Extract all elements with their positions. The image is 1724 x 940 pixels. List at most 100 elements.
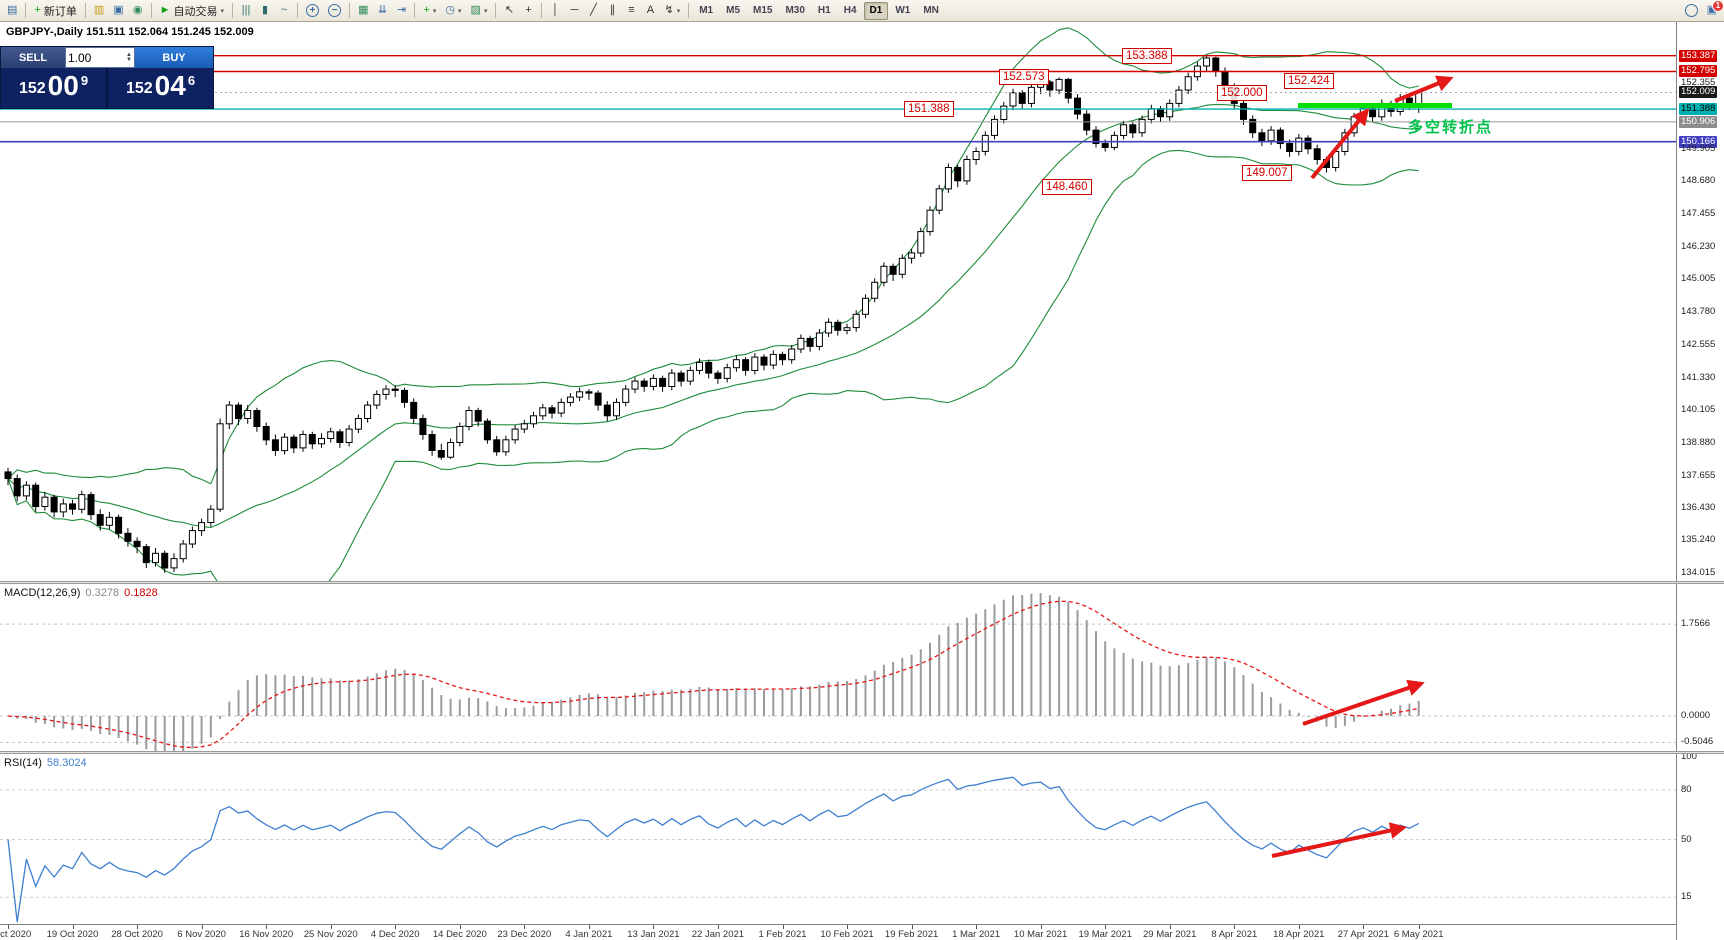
price-axis-tick: 141.330 xyxy=(1681,371,1716,383)
autotrade-button-dropdown-icon[interactable]: ▾ xyxy=(220,7,225,15)
sell-price-point: 9 xyxy=(80,73,89,88)
horizontal-line-icon[interactable]: ─ xyxy=(565,2,583,20)
price-level-label[interactable]: 152.573 xyxy=(999,69,1049,86)
candle xyxy=(917,231,925,254)
trend-arrow[interactable] xyxy=(1310,108,1370,180)
sell-button[interactable]: SELL xyxy=(1,47,65,68)
candle xyxy=(142,546,150,564)
timeframe-m5[interactable]: M5 xyxy=(726,5,741,16)
chart-shift-icon[interactable]: ⇥ xyxy=(392,2,410,20)
price-level-label[interactable]: 148.460 xyxy=(1042,179,1092,196)
candle xyxy=(32,484,40,508)
candle xyxy=(576,391,584,398)
arrow-tool-icon[interactable]: ↯ ▾ xyxy=(660,2,684,20)
trendline-icon[interactable]: ╱ xyxy=(584,2,602,20)
timeframe-m15[interactable]: M15 xyxy=(753,5,773,16)
timeframe-h1[interactable]: H1 xyxy=(817,5,831,16)
templates-icon-dropdown-icon[interactable]: ▾ xyxy=(483,7,488,15)
trend-arrow[interactable] xyxy=(1271,822,1407,858)
candle xyxy=(207,508,215,524)
zoom-in-icon[interactable]: + xyxy=(302,2,323,20)
indicators-icon-dropdown-icon[interactable]: ▾ xyxy=(432,7,437,15)
crosshair-icon[interactable]: + xyxy=(519,2,537,20)
timeframe-w1[interactable]: W1 xyxy=(895,5,911,16)
candle xyxy=(1074,97,1081,115)
candles-chart-icon[interactable]: ▮ xyxy=(256,2,274,20)
timeframe-h4[interactable]: H4 xyxy=(843,5,857,16)
sell-price[interactable]: 152 00 9 xyxy=(1,68,106,108)
autotrade-button[interactable]: ► 自动交易 ▾ xyxy=(156,2,228,20)
arrow-tool-icon-dropdown-icon[interactable]: ▾ xyxy=(676,7,681,15)
refresh-icon[interactable]: ◉ xyxy=(129,2,147,20)
date-axis-label: 8 Apr 2021 xyxy=(1211,929,1258,940)
charts-icon[interactable]: ▣ xyxy=(109,2,127,20)
date-tick-mark xyxy=(330,925,332,929)
zoom-out-icon[interactable]: − xyxy=(324,2,345,20)
date-tick-mark xyxy=(653,925,655,929)
candle xyxy=(603,404,611,417)
channel-icon[interactable]: ∥ xyxy=(603,2,621,20)
templates-icon[interactable]: ▨ ▾ xyxy=(467,2,492,20)
timeframe-m1[interactable]: M1 xyxy=(699,5,714,16)
price-axis[interactable]: 153.387 152.795 152.355 152.009 151.388 150.9… xyxy=(1676,22,1724,940)
window-splitter-rsi[interactable] xyxy=(0,751,1724,754)
window-splitter-macd[interactable] xyxy=(0,581,1724,584)
periods-icon-dropdown-icon[interactable]: ▾ xyxy=(458,7,462,15)
price-axis-tag: 152.795 xyxy=(1679,65,1718,78)
candle xyxy=(59,503,67,513)
toolbar-separator xyxy=(150,3,152,18)
price-level-label[interactable]: 153.388 xyxy=(1122,47,1172,64)
price-level-label[interactable]: 152.000 xyxy=(1217,84,1267,101)
text-icon[interactable]: A xyxy=(641,2,659,20)
trend-arrow[interactable] xyxy=(1302,679,1425,726)
candle xyxy=(401,389,408,403)
line-chart-icon[interactable]: ~ xyxy=(275,2,293,20)
indicators-icon[interactable]: + ▾ xyxy=(419,2,440,20)
spinner-up-icon[interactable]: ▲ xyxy=(126,51,132,58)
notifications-icon[interactable]: ▣ 1 xyxy=(1703,0,1724,20)
vertical-line-icon[interactable]: │ xyxy=(546,2,564,20)
candle xyxy=(318,438,325,445)
candle xyxy=(806,337,814,347)
candle xyxy=(1055,78,1063,91)
auto-scroll-icon[interactable]: ⇊ xyxy=(373,2,391,20)
date-tick-mark xyxy=(717,925,719,929)
candle xyxy=(548,407,556,414)
price-level-label[interactable]: 151.388 xyxy=(904,101,954,118)
spinner-down-icon[interactable]: ▼ xyxy=(126,56,132,63)
date-tick-mark xyxy=(201,925,203,929)
buy-price-big-figure: 152 xyxy=(125,80,153,97)
timeframe-mn[interactable]: MN xyxy=(923,5,939,16)
timeframe-m30[interactable]: M30 xyxy=(785,5,805,16)
timeframe-d1[interactable]: D1 xyxy=(863,1,889,20)
search-icon[interactable] xyxy=(1681,2,1702,20)
price-level-label[interactable]: 149.007 xyxy=(1242,164,1292,181)
toolbar-separator xyxy=(232,3,234,18)
candle xyxy=(696,361,703,371)
candle xyxy=(161,552,169,569)
trade-panel-divider xyxy=(106,68,108,108)
trendline-icon-glyph: ╱ xyxy=(590,4,597,16)
trend-arrow[interactable] xyxy=(1394,75,1454,103)
profiles-icon[interactable]: ▥ xyxy=(90,2,108,20)
price-level-label[interactable]: 152.424 xyxy=(1284,73,1334,90)
volume-spinner[interactable]: ▲ ▼ xyxy=(126,51,132,63)
macd-axis-tick: 1.7566 xyxy=(1681,618,1711,630)
chart-annotation-text[interactable]: 多空转折点 xyxy=(1408,119,1494,136)
date-axis[interactable]: 9 Oct 2020 19 Oct 2020 28 Oct 2020 6 Nov 20… xyxy=(0,924,1676,940)
line-chart-icon-glyph: ~ xyxy=(280,4,288,16)
volume-input[interactable]: 1.00 ▲ ▼ xyxy=(65,47,135,68)
candle xyxy=(96,514,104,526)
bars-chart-icon[interactable]: ||| xyxy=(237,2,255,20)
buy-price[interactable]: 152 04 6 xyxy=(108,68,213,108)
candle xyxy=(769,353,777,366)
cursor-icon[interactable]: ↖ xyxy=(500,2,518,20)
periods-icon[interactable]: ◷ ▾ xyxy=(441,2,465,20)
new-order-button[interactable]: + 新订单 xyxy=(30,2,80,20)
tile-windows-icon[interactable]: ▦ xyxy=(354,2,372,20)
fibonacci-icon[interactable]: ≡ xyxy=(622,2,640,20)
new-chart-icon[interactable]: ▤ xyxy=(3,2,21,20)
buy-button[interactable]: BUY xyxy=(135,47,213,68)
candle xyxy=(336,431,344,443)
